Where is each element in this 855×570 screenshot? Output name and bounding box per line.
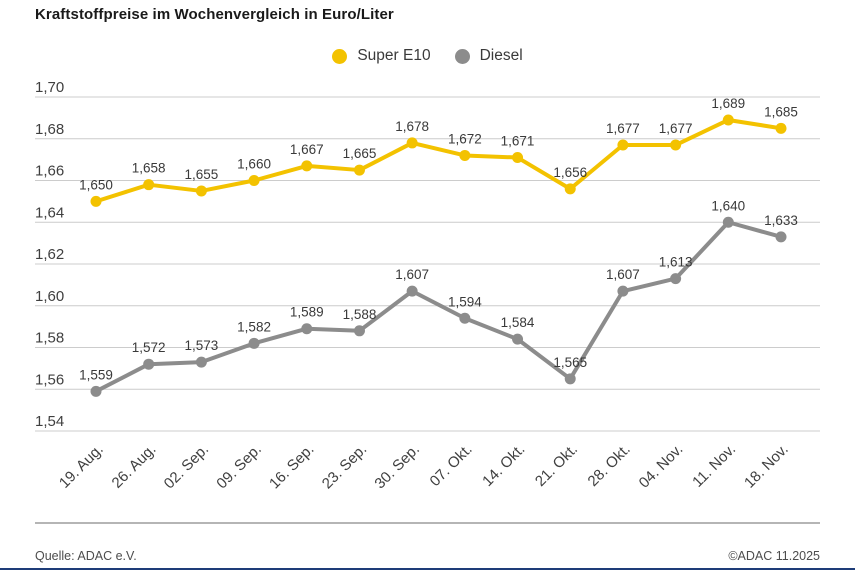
x-axis-tick-label: 18. Nov. bbox=[741, 441, 792, 492]
y-axis-tick-label: 1,60 bbox=[35, 288, 64, 305]
source-note: Quelle: ADAC e.V. bbox=[35, 549, 137, 563]
data-point-marker bbox=[459, 149, 471, 161]
data-point-marker bbox=[90, 385, 102, 397]
data-point-marker bbox=[353, 325, 365, 337]
x-axis-tick-label: 09. Sep. bbox=[213, 441, 265, 493]
data-point-marker bbox=[722, 114, 734, 126]
data-point-label: 1,672 bbox=[448, 131, 482, 146]
x-axis-tick-label: 19. Aug. bbox=[56, 441, 107, 492]
data-point-label: 1,677 bbox=[606, 121, 640, 136]
x-axis-tick-label: 21. Okt. bbox=[532, 441, 581, 490]
data-point-marker bbox=[775, 231, 787, 243]
data-point-marker bbox=[195, 185, 207, 197]
legend-item-diesel: Diesel bbox=[454, 47, 523, 65]
data-point-marker bbox=[406, 285, 418, 297]
data-point-label: 1,685 bbox=[764, 104, 798, 119]
data-point-marker bbox=[248, 337, 260, 349]
data-point-label: 1,588 bbox=[343, 307, 377, 322]
data-point-label: 1,665 bbox=[343, 146, 377, 161]
data-point-label: 1,656 bbox=[553, 165, 587, 180]
data-point-marker bbox=[301, 160, 313, 172]
data-point-label: 1,607 bbox=[606, 267, 640, 282]
chart-legend: Super E10 Diesel bbox=[0, 47, 855, 65]
x-axis-tick-label: 11. Nov. bbox=[689, 441, 739, 491]
data-point-label: 1,678 bbox=[395, 119, 429, 134]
data-point-marker bbox=[90, 195, 102, 207]
data-point-label: 1,633 bbox=[764, 213, 798, 228]
data-point-label: 1,650 bbox=[79, 177, 113, 192]
data-point-marker bbox=[512, 333, 524, 345]
data-point-marker bbox=[143, 358, 155, 370]
data-point-marker bbox=[617, 285, 629, 297]
data-point-marker bbox=[143, 179, 155, 191]
data-point-marker bbox=[301, 323, 313, 335]
y-axis-tick-label: 1,56 bbox=[35, 371, 64, 388]
y-axis-tick-label: 1,54 bbox=[35, 413, 64, 430]
data-point-label: 1,677 bbox=[659, 121, 693, 136]
y-axis-tick-label: 1,58 bbox=[35, 330, 64, 347]
data-point-label: 1,565 bbox=[553, 355, 587, 370]
x-axis-tick-label: 23. Sep. bbox=[319, 441, 371, 493]
data-point-label: 1,607 bbox=[395, 267, 429, 282]
legend-item-super-e10: Super E10 bbox=[332, 47, 431, 65]
data-point-label: 1,572 bbox=[132, 340, 166, 355]
x-axis-tick-label: 28. Okt. bbox=[585, 441, 634, 490]
data-point-marker bbox=[564, 373, 576, 385]
chart-title: Kraftstoffpreise im Wochenvergleich in E… bbox=[35, 6, 394, 23]
data-point-label: 1,594 bbox=[448, 294, 482, 309]
data-point-label: 1,667 bbox=[290, 142, 324, 157]
data-point-marker bbox=[512, 152, 524, 164]
legend-label-super-e10: Super E10 bbox=[357, 47, 431, 64]
super-e10-dot-icon bbox=[332, 48, 348, 64]
data-point-label: 1,655 bbox=[184, 167, 218, 182]
data-point-marker bbox=[722, 216, 734, 228]
data-point-label: 1,559 bbox=[79, 367, 113, 382]
copyright-note: ©ADAC 11.2025 bbox=[728, 549, 820, 563]
x-axis-tick-label: 26. Aug. bbox=[109, 441, 160, 492]
data-point-marker bbox=[406, 137, 418, 149]
data-point-label: 1,582 bbox=[237, 319, 271, 334]
data-point-label: 1,573 bbox=[184, 338, 218, 353]
line-chart: 1,70 1,68 1,66 1,64 1,62 1,60 1,58 1,56 1,54 19. … bbox=[35, 79, 820, 493]
data-point-marker bbox=[775, 122, 787, 134]
diesel-dot-icon bbox=[454, 48, 470, 64]
data-point-label: 1,658 bbox=[132, 161, 166, 176]
data-point-marker bbox=[617, 139, 629, 151]
data-point-marker bbox=[353, 164, 365, 176]
y-axis-tick-label: 1,64 bbox=[35, 204, 64, 221]
x-axis-tick-label: 14. Okt. bbox=[479, 441, 528, 490]
data-point-label: 1,689 bbox=[711, 96, 745, 111]
y-axis-tick-label: 1,68 bbox=[35, 121, 64, 138]
x-axis-tick-label: 30. Sep. bbox=[371, 441, 423, 493]
data-point-marker bbox=[670, 139, 682, 151]
x-axis-tick-label: 07. Okt. bbox=[427, 441, 476, 490]
y-axis-tick-label: 1,62 bbox=[35, 246, 64, 263]
bottom-accent-bar bbox=[0, 568, 855, 570]
data-point-marker bbox=[248, 175, 260, 186]
data-point-label: 1,589 bbox=[290, 305, 324, 320]
data-point-marker bbox=[459, 312, 471, 324]
data-point-marker bbox=[195, 356, 207, 368]
data-point-label: 1,584 bbox=[501, 315, 535, 330]
data-point-label: 1,660 bbox=[237, 157, 271, 172]
x-axis-tick-label: 02. Sep. bbox=[161, 441, 213, 493]
data-point-marker bbox=[670, 273, 682, 285]
data-point-label: 1,671 bbox=[501, 134, 535, 149]
series-line bbox=[94, 220, 783, 394]
legend-label-diesel: Diesel bbox=[479, 47, 523, 64]
data-point-label: 1,613 bbox=[659, 255, 693, 270]
footer-divider bbox=[35, 522, 820, 524]
data-point-marker bbox=[564, 183, 576, 195]
y-axis-tick-label: 1,70 bbox=[35, 79, 64, 96]
data-point-label: 1,640 bbox=[711, 198, 745, 213]
x-axis-tick-label: 16. Sep. bbox=[266, 441, 318, 493]
series-line bbox=[94, 117, 783, 204]
x-axis-tick-label: 04. Nov. bbox=[636, 441, 687, 492]
y-axis-tick-label: 1,66 bbox=[35, 163, 64, 180]
